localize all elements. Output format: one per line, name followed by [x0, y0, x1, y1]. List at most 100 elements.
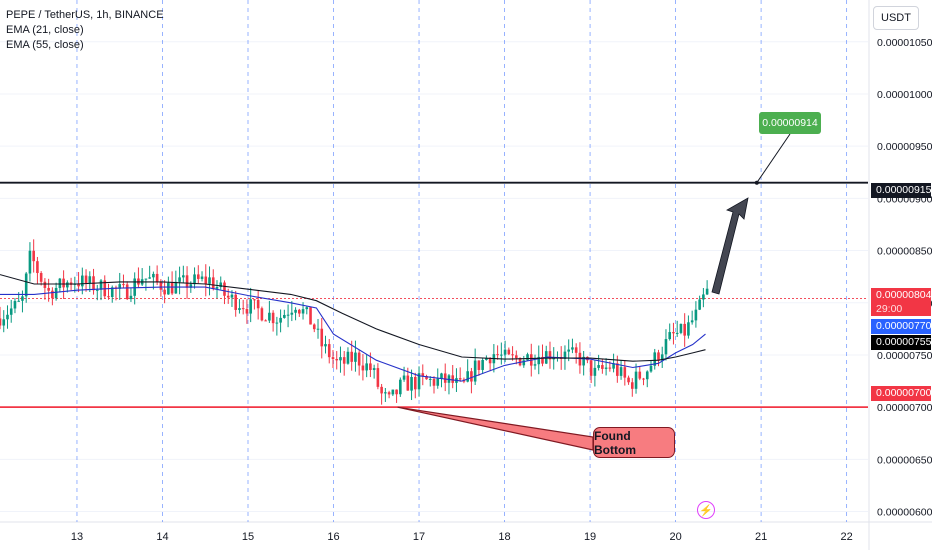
found-bottom-pointer — [397, 406, 594, 451]
countdown-label: 29:00 — [876, 303, 903, 315]
candle-body — [39, 273, 43, 282]
candle-body — [118, 284, 122, 289]
candle-body — [391, 389, 395, 395]
candle-body — [189, 284, 193, 288]
candle-body — [6, 314, 9, 320]
candle-body — [211, 277, 215, 289]
candle-body — [271, 312, 275, 324]
candle-body — [702, 294, 705, 300]
candle-body — [421, 373, 425, 377]
candle-body — [286, 314, 290, 316]
candle-body — [623, 367, 627, 378]
y-tick-label: 0.00000700 — [877, 402, 932, 414]
candle-body — [320, 328, 324, 347]
candle-body — [350, 351, 353, 362]
candle-body — [630, 382, 634, 389]
ema55-line — [0, 274, 706, 362]
x-tick-label: 22 — [840, 531, 852, 543]
candle-body — [275, 322, 279, 324]
x-tick-label: 18 — [498, 531, 510, 543]
x-tick-label: 16 — [327, 531, 339, 543]
candle-body — [675, 332, 679, 334]
candle-body — [612, 363, 615, 369]
candle-body — [81, 275, 84, 287]
candle-body — [522, 360, 526, 366]
candle-body — [17, 300, 21, 302]
candle-body — [395, 389, 398, 395]
candle-body — [593, 367, 597, 376]
candle-body — [417, 373, 421, 390]
target-connector — [756, 133, 791, 183]
x-tick-label: 15 — [242, 531, 254, 543]
candle-body — [541, 356, 544, 364]
candle-body — [428, 378, 432, 380]
y-tick-label: 0.00001000 — [877, 89, 932, 101]
candle-body — [601, 365, 604, 369]
legend-ema21[interactable]: EMA (21, close) — [6, 24, 84, 36]
y-tick-label: 0.00001050 — [877, 37, 932, 49]
candle-body — [477, 360, 481, 370]
candle-body — [384, 392, 387, 394]
candle-body — [451, 375, 455, 383]
candle-body — [339, 357, 342, 361]
candle-body — [342, 357, 346, 364]
candle-body — [84, 275, 88, 284]
candle-body — [346, 351, 350, 364]
candle-body — [436, 378, 440, 386]
candle-body — [511, 354, 514, 356]
candle-body — [458, 378, 462, 380]
candle-body — [58, 278, 62, 288]
candle-body — [24, 273, 28, 297]
candle-body — [413, 376, 417, 390]
candle-body — [369, 363, 372, 370]
candle-body — [515, 355, 518, 359]
candle-body — [148, 277, 151, 279]
candle-body — [660, 354, 664, 361]
candle-body — [249, 299, 252, 314]
candle-body — [133, 278, 136, 296]
candle-body — [425, 376, 428, 380]
candle-body — [62, 278, 65, 288]
candle-body — [129, 295, 133, 300]
x-tick-label: 17 — [413, 531, 425, 543]
legend-ema55[interactable]: EMA (55, close) — [6, 39, 84, 51]
found-bottom-callout[interactable]: Found Bottom — [593, 427, 675, 458]
candle-body — [167, 282, 170, 295]
candle-body — [679, 323, 683, 333]
x-tick-label: 20 — [669, 531, 681, 543]
candle-body — [440, 373, 443, 379]
candle-body — [88, 276, 92, 284]
candle-body — [571, 347, 574, 350]
candle-body — [208, 277, 211, 284]
candle-body — [294, 309, 297, 313]
candle-body — [223, 282, 226, 296]
legend-symbol[interactable]: PEPE / TetherUS, 1h, BINANCE — [6, 9, 164, 21]
candle-body — [32, 250, 35, 262]
y-tick-label: 0.00000750 — [877, 350, 932, 362]
candle-body — [705, 288, 709, 295]
candle-body — [503, 349, 507, 355]
currency-button[interactable]: USDT — [873, 6, 919, 30]
candle-body — [616, 363, 619, 376]
candle-body — [657, 352, 660, 361]
candle-body — [627, 377, 630, 383]
candle-body — [443, 373, 447, 383]
candle-body — [488, 358, 492, 364]
candle-body — [526, 354, 529, 361]
candle-body — [36, 261, 39, 274]
candle-body — [567, 349, 570, 352]
target-callout[interactable]: 0.00000914 — [759, 112, 821, 134]
candle-body — [533, 364, 537, 366]
candle-body — [324, 344, 327, 347]
candle-body — [283, 314, 286, 318]
candle-body — [642, 378, 645, 380]
candle-body — [268, 312, 271, 321]
candle-body — [178, 277, 181, 282]
candle-body — [312, 324, 316, 330]
candle-body — [309, 307, 312, 325]
lightning-icon[interactable]: ⚡ — [697, 501, 715, 519]
candle-body — [196, 274, 200, 279]
candle-body — [245, 309, 249, 314]
candle-body — [604, 367, 608, 369]
